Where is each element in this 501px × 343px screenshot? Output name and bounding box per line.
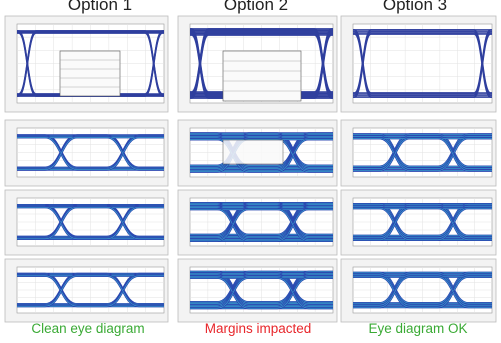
- eye-trace-highlight: [353, 207, 492, 241]
- eye-trace-highlight: [353, 272, 492, 304]
- eye-trace-highlight: [190, 271, 333, 303]
- eye-trace-highlight: [190, 277, 333, 309]
- eye-trace-highlight: [190, 207, 333, 240]
- column-header: Option 1: [68, 0, 132, 14]
- eye-trace-highlight: [190, 208, 333, 242]
- eye-trace-highlight: [353, 205, 492, 239]
- eye-trace: [190, 34, 333, 99]
- measurement-table: [222, 50, 302, 102]
- column-caption: Eye diagram OK: [368, 321, 467, 336]
- eye-trace-highlight: [353, 138, 492, 171]
- eye-trace-highlight: [353, 276, 492, 308]
- eye-trace-highlight: [17, 275, 164, 307]
- eye-diagram-panel: [4, 119, 169, 187]
- eye-trace-highlight: [190, 274, 333, 306]
- eye-diagram-panel: [340, 258, 497, 323]
- eye-trace-highlight: [353, 138, 492, 171]
- eye-trace: [353, 33, 492, 98]
- eye-trace-highlight: [353, 276, 492, 308]
- eye-trace: [353, 33, 492, 98]
- eye-diagram-panel: [340, 189, 497, 256]
- eye-trace-highlight: [17, 206, 164, 240]
- eye-diagram-panel: [4, 258, 169, 323]
- eye-trace-highlight: [353, 274, 492, 306]
- eye-trace-highlight: [190, 276, 333, 307]
- eye-trace-highlight: [353, 203, 492, 237]
- eye-diagram-grid: [4, 15, 497, 323]
- eye-trace-highlight: [190, 202, 333, 236]
- column-caption: Clean eye diagram: [31, 321, 144, 336]
- eye-trace-highlight: [190, 208, 333, 242]
- eye-trace-highlight: [353, 207, 492, 241]
- eye-diagram-panel: [177, 258, 338, 323]
- eye-trace-highlight: [190, 204, 333, 237]
- eye-diagram-panel: [177, 119, 338, 187]
- eye-trace-highlight: [190, 205, 333, 239]
- column-header: Option 2: [224, 0, 288, 14]
- eye-trace-highlight: [17, 137, 164, 170]
- column-caption: Margins impacted: [205, 321, 312, 336]
- eye-diagram-panel: [4, 189, 169, 256]
- eye-diagram-panel: [177, 15, 338, 113]
- measurement-table: [222, 139, 284, 165]
- eye-trace: [17, 32, 164, 97]
- column-header: Option 3: [383, 0, 447, 14]
- eye-diagram-panel: [4, 15, 169, 113]
- eye-trace-highlight: [17, 206, 164, 240]
- eye-diagram-panel: [177, 189, 338, 256]
- measurement-table: [59, 50, 121, 97]
- eye-trace-highlight: [353, 274, 492, 306]
- eye-trace-highlight: [353, 136, 492, 169]
- eye-trace-highlight: [353, 134, 492, 167]
- eye-trace-highlight: [353, 205, 492, 239]
- eye-diagram-panel: [340, 15, 497, 113]
- eye-trace-highlight: [190, 139, 333, 172]
- eye-trace-highlight: [190, 277, 333, 309]
- eye-trace-highlight: [353, 136, 492, 169]
- eye-trace-highlight: [190, 273, 333, 304]
- eye-trace-highlight: [17, 275, 164, 307]
- eye-diagram-panel: [340, 119, 497, 187]
- eye-trace-highlight: [17, 137, 164, 170]
